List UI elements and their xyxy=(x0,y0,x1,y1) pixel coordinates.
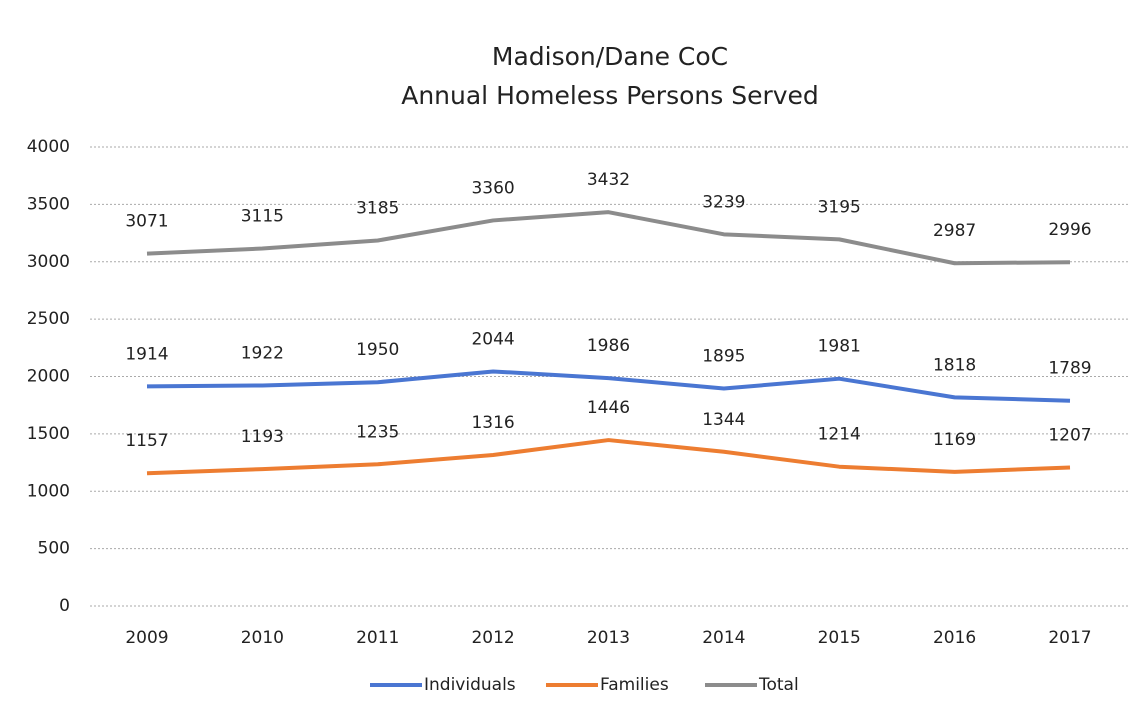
data-label: 1235 xyxy=(356,422,399,442)
data-label: 1169 xyxy=(933,430,976,450)
data-label: 1895 xyxy=(702,347,745,367)
series-line xyxy=(146,438,1071,476)
y-tick-label: 500 xyxy=(38,539,70,559)
data-label: 1818 xyxy=(933,355,976,375)
y-tick-label: 1500 xyxy=(27,424,70,444)
y-tick-label: 3500 xyxy=(27,194,70,214)
y-tick-label: 1000 xyxy=(27,481,70,501)
y-tick-label: 2500 xyxy=(27,309,70,329)
data-label: 2987 xyxy=(933,221,976,241)
data-label: 3071 xyxy=(125,212,168,232)
data-label: 3432 xyxy=(587,170,630,190)
data-label: 2996 xyxy=(1048,220,1091,240)
legend-label: Total xyxy=(758,675,799,695)
x-tick-label: 2016 xyxy=(933,628,976,648)
x-tick-label: 2015 xyxy=(818,628,861,648)
x-tick-label: 2011 xyxy=(356,628,399,648)
series-line xyxy=(146,210,1071,266)
data-label: 3115 xyxy=(241,207,284,227)
legend-label: Families xyxy=(600,675,669,695)
x-tick-label: 2012 xyxy=(471,628,514,648)
x-tick-label: 2017 xyxy=(1048,628,1091,648)
data-label: 3195 xyxy=(818,197,861,217)
data-label: 1986 xyxy=(587,336,630,356)
data-label: 1914 xyxy=(125,344,168,364)
chart-title: Annual Homeless Persons Served xyxy=(401,81,819,110)
data-label: 1207 xyxy=(1048,425,1091,445)
data-label: 1344 xyxy=(702,410,745,430)
y-tick-label: 2000 xyxy=(27,367,70,387)
legend-label: Individuals xyxy=(424,675,516,695)
data-label: 3185 xyxy=(356,199,399,219)
data-label: 1214 xyxy=(818,425,861,445)
data-label: 1789 xyxy=(1048,359,1091,379)
chart-title: Madison/Dane CoC xyxy=(492,42,728,71)
data-label: 1950 xyxy=(356,340,399,360)
x-tick-label: 2009 xyxy=(125,628,168,648)
x-tick-label: 2014 xyxy=(702,628,745,648)
x-tick-label: 2010 xyxy=(241,628,284,648)
data-label: 3239 xyxy=(702,192,745,212)
data-label: 1157 xyxy=(125,431,168,451)
y-tick-label: 3000 xyxy=(27,252,70,272)
data-label: 1193 xyxy=(241,427,284,447)
data-label: 1316 xyxy=(471,413,514,433)
data-label: 3360 xyxy=(471,178,514,198)
data-label: 1981 xyxy=(818,337,861,357)
data-label: 1446 xyxy=(587,398,630,418)
y-tick-label: 4000 xyxy=(27,137,70,157)
x-tick-label: 2013 xyxy=(587,628,630,648)
series-line xyxy=(146,369,1071,403)
y-tick-label: 0 xyxy=(59,596,70,616)
data-label: 1922 xyxy=(241,343,284,363)
data-label: 2044 xyxy=(471,329,514,349)
